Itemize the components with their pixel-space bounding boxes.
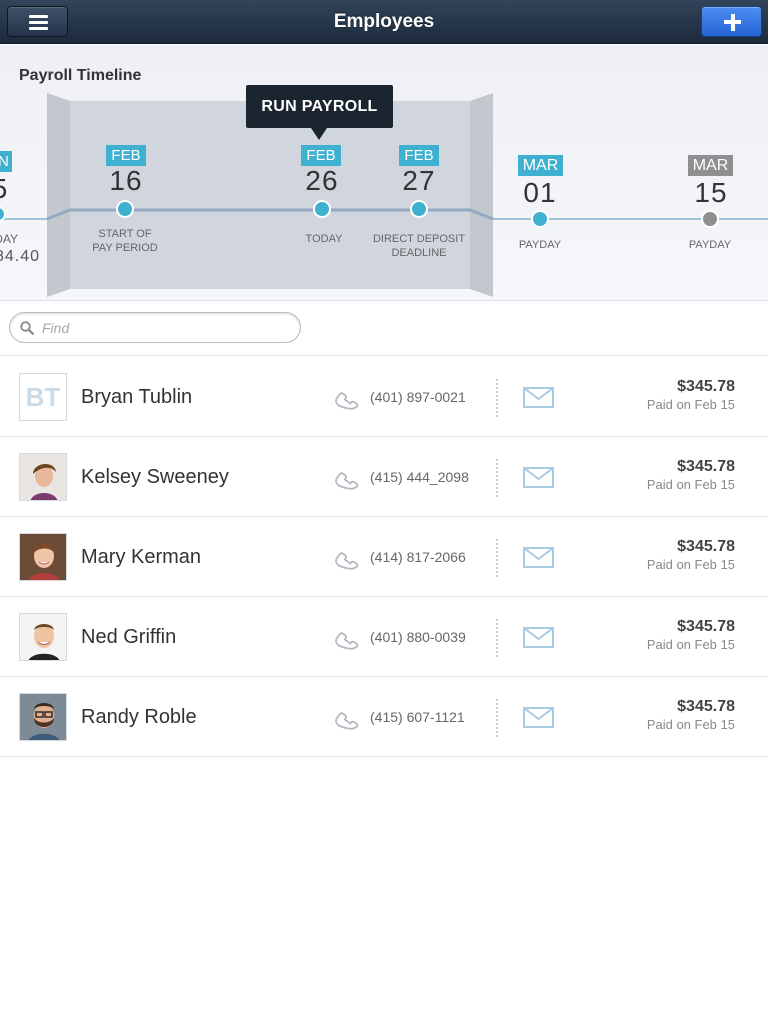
avatar-photo [20, 694, 66, 740]
avatar-photo [20, 614, 66, 660]
search-bar [0, 301, 768, 356]
paid-date: Paid on Feb 15 [646, 557, 735, 572]
divider [496, 699, 498, 737]
divider [496, 539, 498, 577]
paid-date: Paid on Feb 15 [646, 397, 735, 412]
mail-icon[interactable] [523, 627, 554, 648]
phone-icon[interactable] [327, 701, 359, 733]
milestone-day: 01 [523, 177, 557, 208]
phone-icon[interactable] [327, 621, 359, 653]
timeline-dot [410, 200, 428, 218]
milestone-day: 27 [402, 165, 436, 196]
timeline-title: Payroll Timeline [19, 67, 142, 84]
employee-row[interactable]: Mary Kerman (414) 817-2066 $345.78 Paid … [0, 517, 768, 597]
timeline-dot [116, 200, 134, 218]
employee-row[interactable]: Ned Griffin (401) 880-0039 $345.78 Paid … [0, 597, 768, 677]
avatar [19, 453, 67, 501]
employee-name: Kelsey Sweeney [81, 466, 229, 488]
phone-number[interactable]: (415) 444_2098 [370, 469, 469, 485]
phone-number[interactable]: (401) 897-0021 [370, 389, 466, 405]
milestone-day: 5 [0, 173, 30, 205]
tooltip-pointer [311, 128, 327, 140]
paid-date: Paid on Feb 15 [646, 477, 735, 492]
milestone-month: FEB [399, 145, 439, 166]
milestone-month: MAR [518, 155, 563, 176]
avatar [19, 533, 67, 581]
milestone-month: MAR [688, 155, 733, 176]
employee-name: Ned Griffin [81, 626, 177, 648]
milestone-amount: 84.40 [0, 248, 40, 265]
milestone-day: 15 [694, 177, 728, 208]
milestone-caption: START OF PAY PERIOD [92, 228, 158, 254]
divider [496, 379, 498, 417]
payroll-timeline: Payroll Timeline N 5 DAY 84.40 FEB 16 ST… [0, 45, 768, 301]
pay-amount: $345.78 [677, 698, 735, 715]
divider [496, 459, 498, 497]
current-pay-period-band [70, 101, 470, 289]
pay-amount: $345.78 [677, 538, 735, 555]
search-input[interactable] [42, 317, 292, 339]
mail-icon[interactable] [523, 387, 554, 408]
paid-date: Paid on Feb 15 [646, 637, 735, 652]
milestone-month: N [0, 151, 12, 172]
timeline-dot [313, 200, 331, 218]
mail-icon[interactable] [523, 707, 554, 728]
employee-list: BT Bryan Tublin (401) 897-0021 $345.78 P… [0, 357, 768, 757]
phone-number[interactable]: (415) 607-1121 [370, 709, 465, 725]
milestone-caption: TODAY [305, 233, 343, 245]
run-payroll-button[interactable]: RUN PAYROLL [246, 85, 393, 128]
milestone-caption: PAYDAY [688, 239, 732, 251]
milestone-day: 26 [305, 165, 339, 196]
employee-row[interactable]: Kelsey Sweeney (415) 444_2098 $345.78 Pa… [0, 437, 768, 517]
phone-number[interactable]: (401) 880-0039 [370, 629, 466, 645]
employee-name: Bryan Tublin [81, 386, 193, 408]
mail-icon[interactable] [523, 467, 554, 488]
avatar-photo [20, 534, 66, 580]
search-icon [20, 321, 34, 335]
milestone-month: FEB [106, 145, 146, 166]
nav-bar: Employees [0, 0, 768, 44]
mail-icon[interactable] [523, 547, 554, 568]
divider [496, 619, 498, 657]
milestone-day: 16 [109, 165, 143, 196]
timeline-dot [531, 210, 549, 228]
timeline-graphics [0, 93, 768, 297]
avatar-photo [20, 454, 66, 500]
employee-row[interactable]: BT Bryan Tublin (401) 897-0021 $345.78 P… [0, 357, 768, 437]
pay-amount: $345.78 [677, 618, 735, 635]
phone-icon[interactable] [327, 541, 359, 573]
milestone-caption: DAY [0, 232, 18, 246]
pay-amount: $345.78 [677, 458, 735, 475]
phone-icon[interactable] [327, 381, 359, 413]
milestone-caption: DIRECT DEPOSIT DEADLINE [372, 233, 466, 259]
avatar [19, 613, 67, 661]
avatar: BT [19, 373, 67, 421]
milestone-month: FEB [301, 145, 341, 166]
menu-button[interactable] [7, 6, 68, 37]
search-field[interactable] [9, 312, 301, 343]
timeline-dot [701, 210, 719, 228]
milestone-caption: PAYDAY [518, 239, 562, 251]
add-employee-button[interactable] [701, 6, 762, 37]
employee-name: Randy Roble [81, 706, 197, 728]
hamburger-menu-icon [29, 15, 48, 18]
timeline-dot [0, 206, 6, 222]
phone-icon[interactable] [327, 461, 359, 493]
phone-number[interactable]: (414) 817-2066 [370, 549, 466, 565]
paid-date: Paid on Feb 15 [646, 717, 735, 732]
page-title: Employees [333, 11, 435, 32]
avatar-initials: BT [25, 382, 61, 412]
avatar [19, 693, 67, 741]
pay-amount: $345.78 [677, 378, 735, 395]
employee-name: Mary Kerman [81, 546, 202, 568]
employee-row[interactable]: Randy Roble (415) 607-1121 $345.78 Paid … [0, 677, 768, 757]
